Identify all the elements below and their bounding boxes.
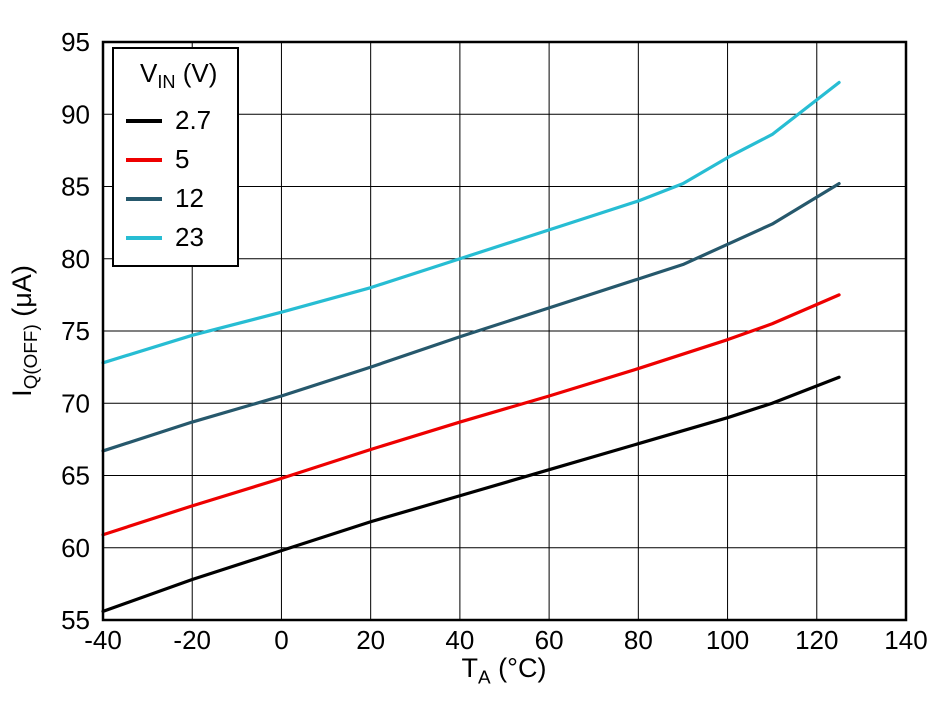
y-axis-title-unit: (μA): [6, 265, 37, 325]
legend-swatch-darkteal-line: [126, 196, 162, 201]
x-tick-label: 60: [535, 625, 564, 655]
legend-item: 2.7: [126, 101, 217, 140]
x-tick-label: 40: [445, 625, 474, 655]
y-tick-label: 95: [61, 27, 90, 57]
x-axis-title-sub: A: [478, 667, 491, 689]
x-axis-title: TA (°C): [462, 653, 547, 689]
legend-label: 2.7: [175, 105, 212, 136]
series-line-23: [101, 80, 841, 365]
y-axis-title-base: I: [6, 389, 37, 397]
legend-title-base: V: [140, 58, 158, 88]
series-line-5: [101, 293, 841, 537]
y-axis-title-sub: Q(OFF): [21, 324, 43, 390]
y-tick-label: 70: [61, 388, 90, 418]
x-tick-label: 20: [356, 625, 385, 655]
legend-item: 23: [126, 218, 217, 257]
y-tick-label: 85: [61, 172, 90, 202]
plot-frame: [101, 40, 908, 622]
legend: VIN (V) 2.7 5 12 23: [112, 47, 240, 268]
legend-swatch-black-line: [126, 118, 162, 123]
legend-title-sub: IN: [157, 72, 176, 93]
x-tick-label: 80: [624, 625, 653, 655]
legend-title: VIN (V): [126, 54, 217, 101]
x-tick-label: 140: [884, 625, 927, 655]
y-tick-label: 80: [61, 244, 90, 274]
legend-label: 5: [175, 144, 190, 175]
y-tick-label: 60: [61, 533, 90, 563]
legend-swatch-cyan-line: [126, 235, 162, 240]
series-line-2.7: [101, 375, 841, 613]
x-tick-label: -20: [173, 625, 211, 655]
y-tick-label: 90: [61, 99, 90, 129]
x-axis-title-unit: (°C): [490, 653, 547, 683]
y-tick-label: 55: [61, 605, 90, 635]
x-tick-label: 120: [795, 625, 838, 655]
y-tick-label: 75: [61, 316, 90, 346]
x-tick-label: 100: [706, 625, 749, 655]
x-axis-title-base: T: [461, 653, 479, 683]
legend-item: 12: [126, 179, 217, 218]
legend-title-unit: (V): [175, 58, 218, 88]
series-line-12: [101, 182, 841, 453]
x-tick-label: 0: [274, 625, 288, 655]
y-axis-title: IQ(OFF) (μA): [7, 265, 43, 397]
legend-label: 23: [175, 222, 204, 253]
legend-label: 12: [175, 183, 204, 214]
y-tick-label: 65: [61, 461, 90, 491]
legend-swatch-red-line: [126, 157, 162, 162]
x-tick-label: -40: [84, 625, 122, 655]
legend-item: 5: [126, 140, 217, 179]
